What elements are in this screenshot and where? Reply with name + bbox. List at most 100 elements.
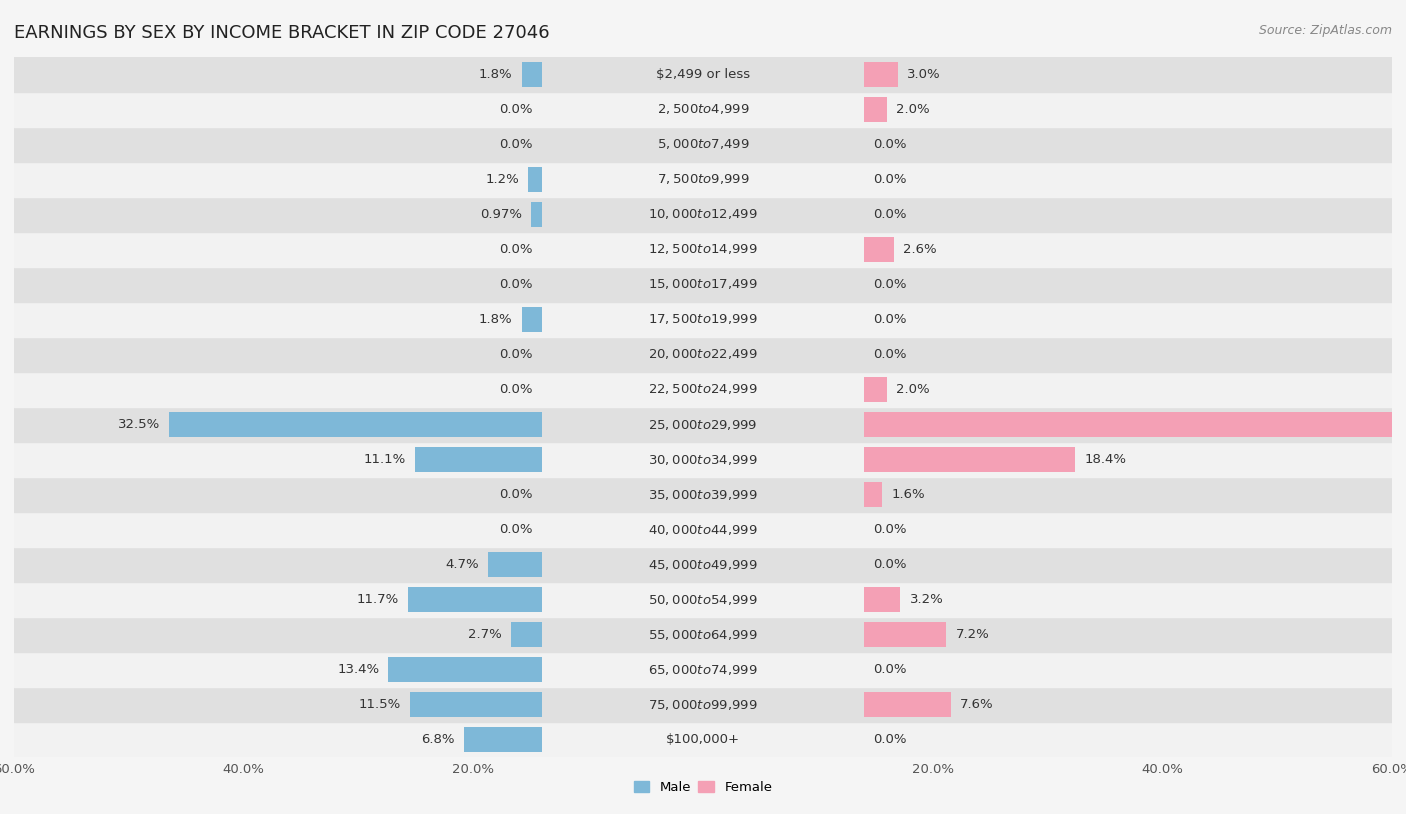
Text: 11.5%: 11.5% — [359, 698, 401, 711]
Text: 2.0%: 2.0% — [896, 383, 929, 396]
Bar — [863, 622, 946, 647]
Bar — [14, 372, 1392, 407]
Text: 32.5%: 32.5% — [118, 418, 160, 431]
Bar — [14, 582, 1392, 617]
Text: 11.7%: 11.7% — [357, 593, 399, 606]
Bar — [408, 587, 543, 612]
Legend: Male, Female: Male, Female — [628, 776, 778, 799]
Text: 0.0%: 0.0% — [873, 348, 907, 361]
Bar — [512, 622, 543, 647]
Text: 4.7%: 4.7% — [446, 558, 479, 571]
Text: 0.0%: 0.0% — [873, 663, 907, 676]
Text: 0.0%: 0.0% — [499, 488, 533, 501]
Bar — [411, 692, 543, 717]
Text: 7.2%: 7.2% — [956, 628, 990, 641]
Bar — [863, 587, 900, 612]
Text: 2.0%: 2.0% — [896, 103, 929, 116]
Bar — [14, 127, 1392, 162]
Text: $45,000 to $49,999: $45,000 to $49,999 — [648, 558, 758, 571]
Text: 1.6%: 1.6% — [891, 488, 925, 501]
Text: 0.0%: 0.0% — [499, 348, 533, 361]
Text: 0.0%: 0.0% — [499, 278, 533, 291]
Bar — [863, 482, 882, 507]
Text: $2,500 to $4,999: $2,500 to $4,999 — [657, 103, 749, 116]
Text: 0.0%: 0.0% — [499, 383, 533, 396]
Text: $40,000 to $44,999: $40,000 to $44,999 — [648, 523, 758, 536]
Text: $7,500 to $9,999: $7,500 to $9,999 — [657, 173, 749, 186]
Text: $12,500 to $14,999: $12,500 to $14,999 — [648, 243, 758, 256]
Text: 0.0%: 0.0% — [873, 558, 907, 571]
Text: $100,000+: $100,000+ — [666, 733, 740, 746]
Bar — [14, 407, 1392, 442]
Text: 0.0%: 0.0% — [499, 138, 533, 151]
Text: $15,000 to $17,499: $15,000 to $17,499 — [648, 278, 758, 291]
Bar — [522, 307, 543, 332]
Text: 18.4%: 18.4% — [1084, 453, 1126, 466]
Text: EARNINGS BY SEX BY INCOME BRACKET IN ZIP CODE 27046: EARNINGS BY SEX BY INCOME BRACKET IN ZIP… — [14, 24, 550, 42]
Bar — [14, 267, 1392, 302]
Bar — [14, 477, 1392, 512]
Text: 0.0%: 0.0% — [873, 173, 907, 186]
Bar — [531, 202, 543, 227]
Text: 13.4%: 13.4% — [337, 663, 380, 676]
Text: 3.2%: 3.2% — [910, 593, 943, 606]
Text: 1.8%: 1.8% — [479, 313, 512, 326]
Bar — [14, 302, 1392, 337]
Text: 7.6%: 7.6% — [960, 698, 994, 711]
Text: 2.7%: 2.7% — [468, 628, 502, 641]
Bar — [464, 727, 543, 752]
Text: 0.0%: 0.0% — [873, 208, 907, 221]
Bar — [863, 377, 887, 402]
Text: $35,000 to $39,999: $35,000 to $39,999 — [648, 488, 758, 501]
Text: $75,000 to $99,999: $75,000 to $99,999 — [648, 698, 758, 711]
Bar — [14, 617, 1392, 652]
Text: 0.0%: 0.0% — [499, 523, 533, 536]
Bar — [169, 412, 543, 437]
Bar — [14, 337, 1392, 372]
Text: $25,000 to $29,999: $25,000 to $29,999 — [648, 418, 758, 431]
Bar — [863, 62, 898, 87]
Bar — [863, 237, 894, 262]
Bar — [14, 197, 1392, 232]
Bar — [14, 162, 1392, 197]
Bar — [529, 167, 543, 192]
Bar — [14, 722, 1392, 757]
Bar — [14, 92, 1392, 127]
Bar — [14, 57, 1392, 92]
Text: $20,000 to $22,499: $20,000 to $22,499 — [648, 348, 758, 361]
Text: 0.0%: 0.0% — [873, 278, 907, 291]
Bar — [863, 692, 950, 717]
Bar — [388, 657, 543, 682]
Bar — [14, 442, 1392, 477]
Text: 3.0%: 3.0% — [907, 68, 941, 81]
Text: $50,000 to $54,999: $50,000 to $54,999 — [648, 593, 758, 606]
Bar — [415, 447, 543, 472]
Text: $10,000 to $12,499: $10,000 to $12,499 — [648, 208, 758, 221]
Bar — [14, 687, 1392, 722]
Text: $65,000 to $74,999: $65,000 to $74,999 — [648, 663, 758, 676]
Text: $17,500 to $19,999: $17,500 to $19,999 — [648, 313, 758, 326]
Text: $30,000 to $34,999: $30,000 to $34,999 — [648, 453, 758, 466]
Text: 0.0%: 0.0% — [499, 243, 533, 256]
Text: 0.0%: 0.0% — [873, 733, 907, 746]
Bar — [14, 652, 1392, 687]
Text: 1.2%: 1.2% — [485, 173, 519, 186]
Text: 1.8%: 1.8% — [479, 68, 512, 81]
Text: $22,500 to $24,999: $22,500 to $24,999 — [648, 383, 758, 396]
Text: 6.8%: 6.8% — [422, 733, 456, 746]
Text: 2.6%: 2.6% — [903, 243, 936, 256]
Text: 0.0%: 0.0% — [873, 138, 907, 151]
Text: $2,499 or less: $2,499 or less — [657, 68, 749, 81]
Text: $55,000 to $64,999: $55,000 to $64,999 — [648, 628, 758, 641]
Bar — [522, 62, 543, 87]
Text: 0.0%: 0.0% — [873, 313, 907, 326]
Text: 0.0%: 0.0% — [873, 523, 907, 536]
Text: $5,000 to $7,499: $5,000 to $7,499 — [657, 138, 749, 151]
Text: Source: ZipAtlas.com: Source: ZipAtlas.com — [1258, 24, 1392, 37]
Text: 0.0%: 0.0% — [499, 103, 533, 116]
Bar — [14, 232, 1392, 267]
Bar — [863, 412, 1406, 437]
Bar — [14, 512, 1392, 547]
Bar — [488, 552, 543, 577]
Bar — [863, 97, 887, 122]
